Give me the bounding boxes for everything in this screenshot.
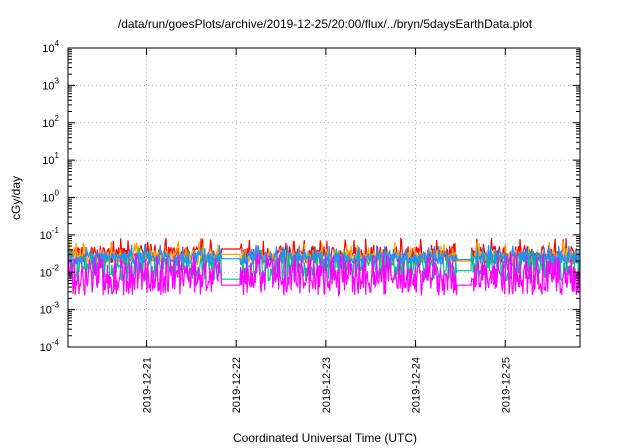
y-axis-label: cGy/day bbox=[9, 176, 23, 220]
y-tick-label: 10-1 bbox=[40, 226, 60, 242]
x-axis: 2019-12-21 2019-12-22 2019-12-23 2019-12-24… bbox=[141, 48, 512, 413]
series-line-3 bbox=[67, 244, 581, 267]
y-tick-label: 10-4 bbox=[40, 338, 60, 354]
y-tick-label: 103 bbox=[42, 76, 59, 92]
x-tick-label: 2019-12-22 bbox=[231, 357, 243, 413]
x-tick-label: 2019-12-21 bbox=[141, 357, 153, 413]
x-tick-label: 2019-12-23 bbox=[321, 357, 333, 413]
series-line-4 bbox=[67, 253, 581, 298]
y-axis: 10-4 10-3 10-2 10-1 100 101 102 103 104 bbox=[40, 39, 580, 354]
chart-title: /data/run/goesPlots/archive/2019-12-25/2… bbox=[118, 17, 533, 31]
series-group bbox=[67, 237, 581, 298]
y-tick-label: 101 bbox=[42, 151, 59, 167]
x-axis-label: Coordinated Universal Time (UTC) bbox=[233, 431, 417, 445]
y-tick-label: 100 bbox=[42, 189, 59, 205]
y-tick-label: 104 bbox=[42, 39, 59, 55]
grid bbox=[68, 48, 580, 347]
x-tick-label: 2019-12-24 bbox=[411, 357, 423, 413]
y-tick-label: 10-2 bbox=[40, 263, 60, 279]
x-tick-label: 2019-12-25 bbox=[500, 357, 512, 413]
y-tick-label: 102 bbox=[42, 114, 59, 130]
y-tick-label: 10-3 bbox=[40, 301, 60, 317]
